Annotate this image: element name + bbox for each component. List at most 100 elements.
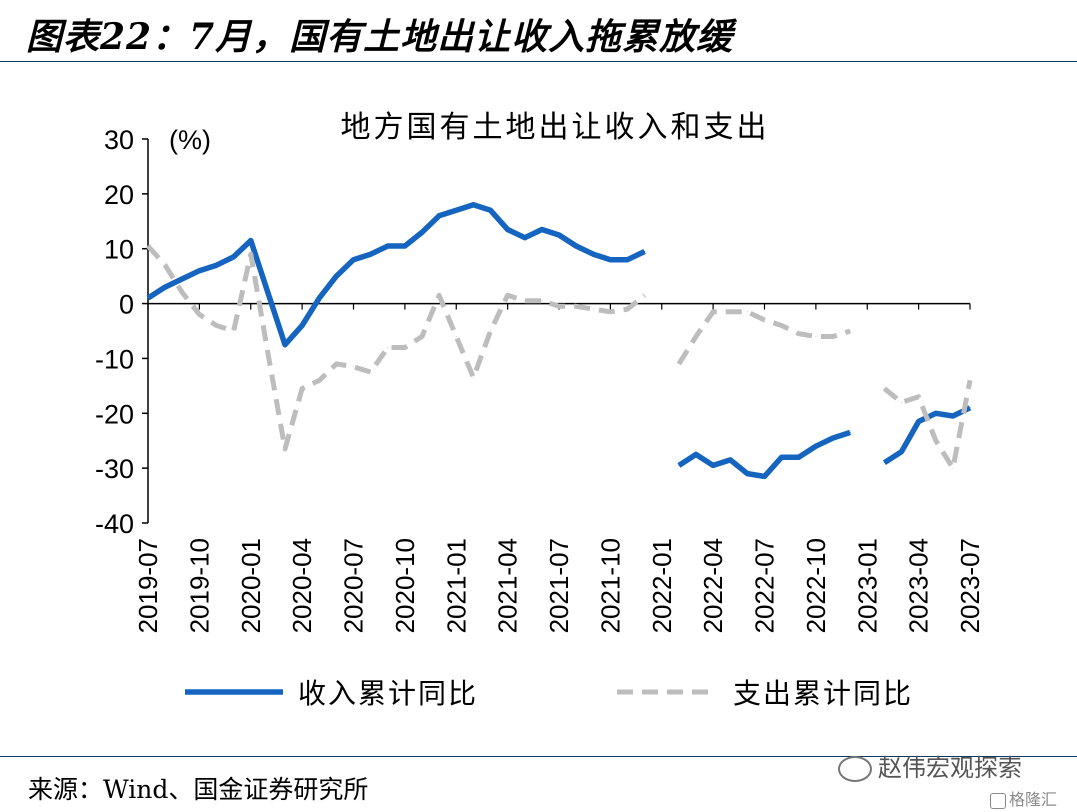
figure-title: 图表22：7月，国有土地出让收入拖累放缓 bbox=[26, 16, 734, 58]
x-tick-label: 2020-04 bbox=[287, 538, 317, 633]
data-point bbox=[524, 237, 526, 239]
series-2 bbox=[146, 244, 973, 471]
series-line bbox=[146, 202, 646, 348]
data-point bbox=[918, 396, 920, 398]
data-point bbox=[712, 311, 714, 313]
logo-icon bbox=[990, 792, 1006, 809]
data-point bbox=[781, 456, 783, 458]
data-point bbox=[695, 335, 697, 337]
data-point bbox=[541, 229, 543, 231]
legend-label: 支出累计同比 bbox=[733, 677, 913, 710]
data-point bbox=[644, 250, 646, 252]
data-point bbox=[729, 311, 731, 313]
series-layer bbox=[146, 202, 973, 480]
data-point bbox=[969, 379, 971, 381]
data-point bbox=[216, 325, 217, 327]
x-tick-label: 2021-04 bbox=[493, 538, 523, 633]
data-point bbox=[849, 431, 851, 433]
data-point bbox=[164, 264, 166, 266]
watermark-text: 赵伟宏观探索 bbox=[878, 754, 1022, 782]
series-line bbox=[146, 244, 647, 452]
data-point bbox=[575, 305, 577, 307]
x-tick-label: 2020-01 bbox=[236, 538, 266, 633]
data-point bbox=[712, 464, 714, 466]
x-tick-label: 2021-01 bbox=[441, 538, 471, 633]
data-point bbox=[147, 245, 149, 247]
data-point bbox=[609, 259, 611, 261]
data-point bbox=[438, 294, 440, 296]
data-point bbox=[781, 325, 783, 327]
data-point bbox=[815, 335, 817, 337]
data-point bbox=[421, 231, 423, 233]
data-point bbox=[267, 292, 269, 294]
data-point bbox=[267, 352, 269, 354]
data-point bbox=[849, 330, 851, 332]
data-point bbox=[609, 311, 611, 313]
y-tick-label: -10 bbox=[95, 344, 134, 374]
y-tick-label: 20 bbox=[104, 180, 134, 210]
chart-title: 地方国有土地出让收入和支出 bbox=[341, 110, 770, 145]
data-point bbox=[901, 451, 902, 453]
data-point bbox=[764, 475, 765, 477]
data-point bbox=[198, 314, 200, 316]
data-point bbox=[952, 415, 954, 417]
data-point bbox=[883, 462, 885, 464]
watermark: 赵伟宏观探索 bbox=[838, 748, 1022, 783]
data-point bbox=[181, 278, 183, 280]
x-tick-label: 2021-10 bbox=[595, 538, 625, 633]
data-point bbox=[250, 239, 252, 241]
data-point bbox=[627, 308, 628, 310]
data-point bbox=[558, 234, 560, 236]
data-point bbox=[678, 363, 680, 365]
data-point bbox=[318, 297, 320, 299]
data-point bbox=[301, 325, 303, 327]
data-point bbox=[764, 319, 765, 321]
x-tick-label: 2022-04 bbox=[698, 538, 728, 633]
data-point bbox=[250, 253, 252, 255]
data-point bbox=[558, 305, 560, 307]
data-point bbox=[387, 245, 389, 247]
data-point bbox=[370, 371, 372, 373]
data-point bbox=[404, 346, 406, 348]
data-point bbox=[490, 330, 491, 332]
data-point bbox=[918, 421, 920, 423]
series-1 bbox=[146, 202, 972, 480]
data-point bbox=[301, 388, 303, 390]
data-point bbox=[233, 330, 235, 332]
series-line bbox=[677, 429, 851, 480]
x-tick-label: 2020-07 bbox=[339, 538, 369, 633]
x-tick-label: 2022-10 bbox=[801, 538, 831, 633]
data-point bbox=[969, 407, 971, 409]
y-tick-label: -40 bbox=[95, 509, 134, 539]
source-note: 来源：Wind、国金证券研究所 bbox=[28, 775, 369, 804]
data-point bbox=[353, 366, 354, 368]
series-line bbox=[882, 379, 973, 471]
data-point bbox=[541, 300, 543, 302]
x-tick-label: 2023-07 bbox=[955, 538, 985, 633]
data-point bbox=[729, 459, 731, 461]
data-point bbox=[952, 467, 954, 469]
data-point bbox=[644, 294, 646, 296]
data-point bbox=[216, 264, 217, 266]
data-point bbox=[935, 412, 937, 414]
data-point bbox=[370, 253, 372, 255]
data-point bbox=[335, 363, 337, 365]
data-point bbox=[935, 440, 937, 442]
footer-rule bbox=[0, 756, 1077, 757]
data-point bbox=[284, 344, 286, 346]
x-tick-label: 2021-07 bbox=[544, 538, 574, 633]
data-point bbox=[575, 245, 577, 247]
y-unit-label: (%) bbox=[169, 125, 211, 155]
x-tick-label: 2023-01 bbox=[852, 538, 882, 633]
data-point bbox=[507, 294, 509, 296]
data-point bbox=[181, 292, 183, 294]
data-point bbox=[233, 256, 235, 258]
data-point bbox=[695, 453, 697, 455]
logo-text: 格隆汇 bbox=[1009, 790, 1058, 809]
title-rule bbox=[0, 61, 1077, 62]
chart-canvas: 地方国有土地出让收入和支出 (%) 3020100-10-20-30-40201… bbox=[95, 110, 985, 710]
x-tick-label: 2020-10 bbox=[390, 538, 420, 633]
data-point bbox=[832, 335, 834, 337]
x-tick-label: 2022-01 bbox=[647, 538, 677, 633]
